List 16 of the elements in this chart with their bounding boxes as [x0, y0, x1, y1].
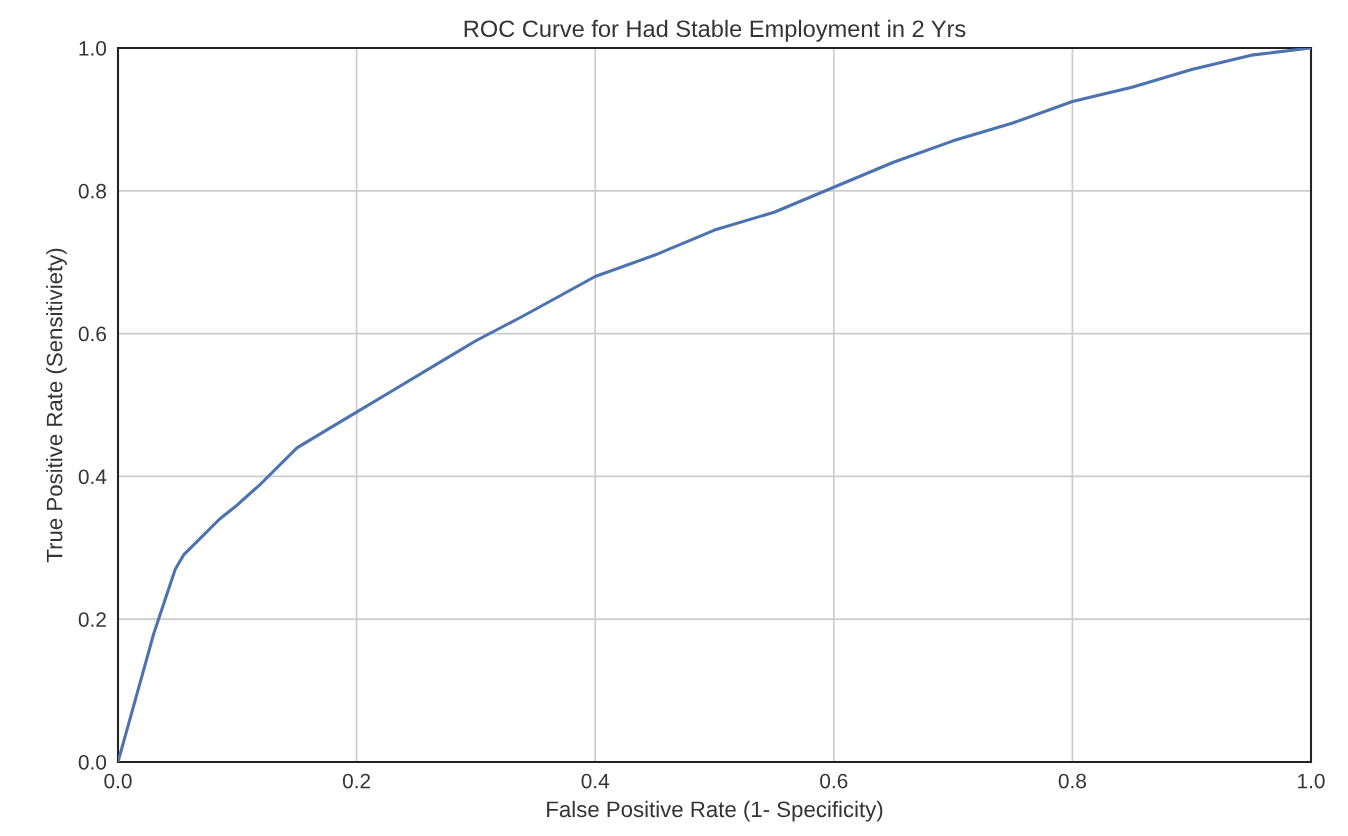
line-series: [118, 48, 1311, 762]
y-tick-label: 0.8: [78, 183, 106, 199]
y-axis-title: True Positive Rate (Sensitiviety): [46, 248, 67, 563]
y-tick-label: 0.2: [78, 612, 106, 627]
x-axis-title: False Positive Rate (1- Specificity): [547, 800, 883, 822]
x-tick-label: 0.0: [104, 773, 132, 789]
x-tick-label: 0.6: [820, 773, 848, 789]
chart-title: ROC Curve for Had Stable Employment in 2 Yrs: [464, 19, 966, 42]
y-tick-label: 1.0: [79, 41, 107, 56]
x-tick-label: 1.0: [1298, 773, 1325, 789]
y-tick-label: 0.6: [78, 326, 106, 342]
x-tick-label: 0.2: [342, 773, 371, 789]
x-tick-label: 0.4: [581, 773, 610, 789]
y-tick-label: 0.0: [78, 755, 107, 770]
y-tick-label: 0.4: [78, 469, 107, 485]
x-tick-label: 0.8: [1058, 773, 1086, 789]
